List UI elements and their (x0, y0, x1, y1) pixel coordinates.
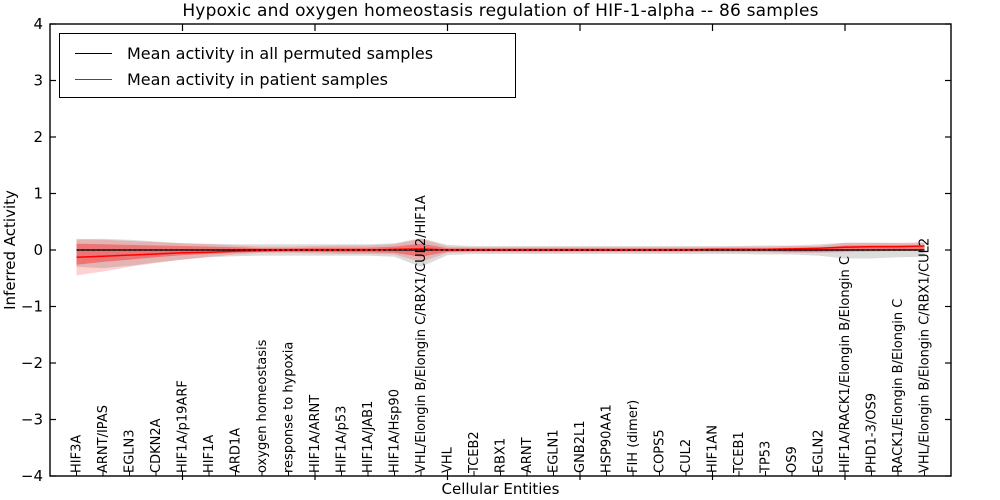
permuted-range-band (76, 238, 925, 269)
y-tick-label: 1 (33, 185, 43, 203)
chart-title: Hypoxic and oxygen homeostasis regulatio… (182, 1, 819, 21)
patient-mean-line (76, 245, 925, 259)
x-tick-label: TCEB1 (732, 431, 747, 474)
x-tick-label: TCEB2 (467, 431, 482, 474)
y-tick-label: 2 (33, 128, 43, 146)
y-tick-label: 4 (33, 15, 43, 33)
y-tick-label: 3 (33, 72, 43, 90)
x-tick-label: HIF1A/ARNT (308, 395, 323, 473)
x-tick-label: EGLN3 (123, 429, 138, 473)
x-tick-label: response to hypoxia (282, 342, 297, 473)
x-tick-label: oxygen homeostasis (255, 339, 270, 473)
x-tick-label: VHL/Elongin B/Elongin C/RBX1/CUL2 (918, 238, 933, 473)
x-tick-label: PHD1-3/OS9 (865, 393, 880, 473)
x-tick-label: EGLN1 (547, 429, 562, 473)
y-tick-label: 0 (33, 241, 43, 259)
legend: Mean activity in all permuted samples Mea… (59, 33, 516, 98)
x-tick-label: HIF1A (202, 435, 217, 473)
x-tick-label: ARNT (520, 437, 535, 473)
x-tick-label: VHL/Elongin B/Elongin C/RBX1/CUL2/HIF1A (414, 195, 429, 473)
y-tick-label: −3 (21, 411, 43, 429)
y-tick-label: −1 (21, 298, 43, 316)
x-tick-label: FIH (dimer) (626, 400, 641, 473)
legend-item-label: Mean activity in patient samples (127, 69, 388, 89)
x-tick-label: HSP90AA1 (600, 404, 615, 473)
x-tick-label: HIF3A (70, 435, 85, 473)
legend-item: Mean activity in patient samples (75, 66, 515, 92)
y-tick-label: −2 (21, 354, 43, 372)
y-tick-label: −4 (21, 467, 43, 485)
x-tick-label: GNB2L1 (573, 420, 588, 473)
x-tick-label: HIF1A/p53 (335, 406, 350, 473)
x-tick-label: HIF1A/JAB1 (361, 401, 376, 473)
x-tick-label: COPS5 (653, 429, 668, 473)
x-tick-label: ARD1A (229, 428, 244, 473)
patient-range-band (76, 238, 925, 276)
x-tick-label: CUL2 (679, 439, 694, 473)
legend-item: Mean activity in all permuted samples (75, 40, 515, 66)
legend-item-label: Mean activity in all permuted samples (127, 43, 434, 63)
legend-line-sample (75, 78, 112, 80)
x-tick-label: HIF1A/p19ARF (176, 380, 191, 473)
x-tick-label: VHL (441, 446, 456, 473)
x-tick-label: CDKN2A (149, 418, 164, 473)
x-tick-label: HIF1A/Hsp90 (388, 389, 403, 473)
legend-line-sample (75, 52, 112, 54)
x-tick-label: RBX1 (494, 438, 509, 473)
x-tick-label: ARNT/IPAS (96, 405, 111, 473)
y-axis-label: Inferred Activity (1, 190, 19, 310)
x-tick-label: TP53 (759, 441, 774, 474)
x-tick-label: RACK1/Elongin B/Elongin C (891, 299, 906, 473)
x-tick-label: HIF1A/RACK1/Elongin B/Elongin C (838, 256, 853, 473)
x-tick-label: OS9 (785, 446, 800, 473)
x-axis-label: Cellular Entities (441, 480, 560, 498)
x-tick-label: HIF1AN (706, 425, 721, 473)
x-tick-label: EGLN2 (812, 429, 827, 473)
